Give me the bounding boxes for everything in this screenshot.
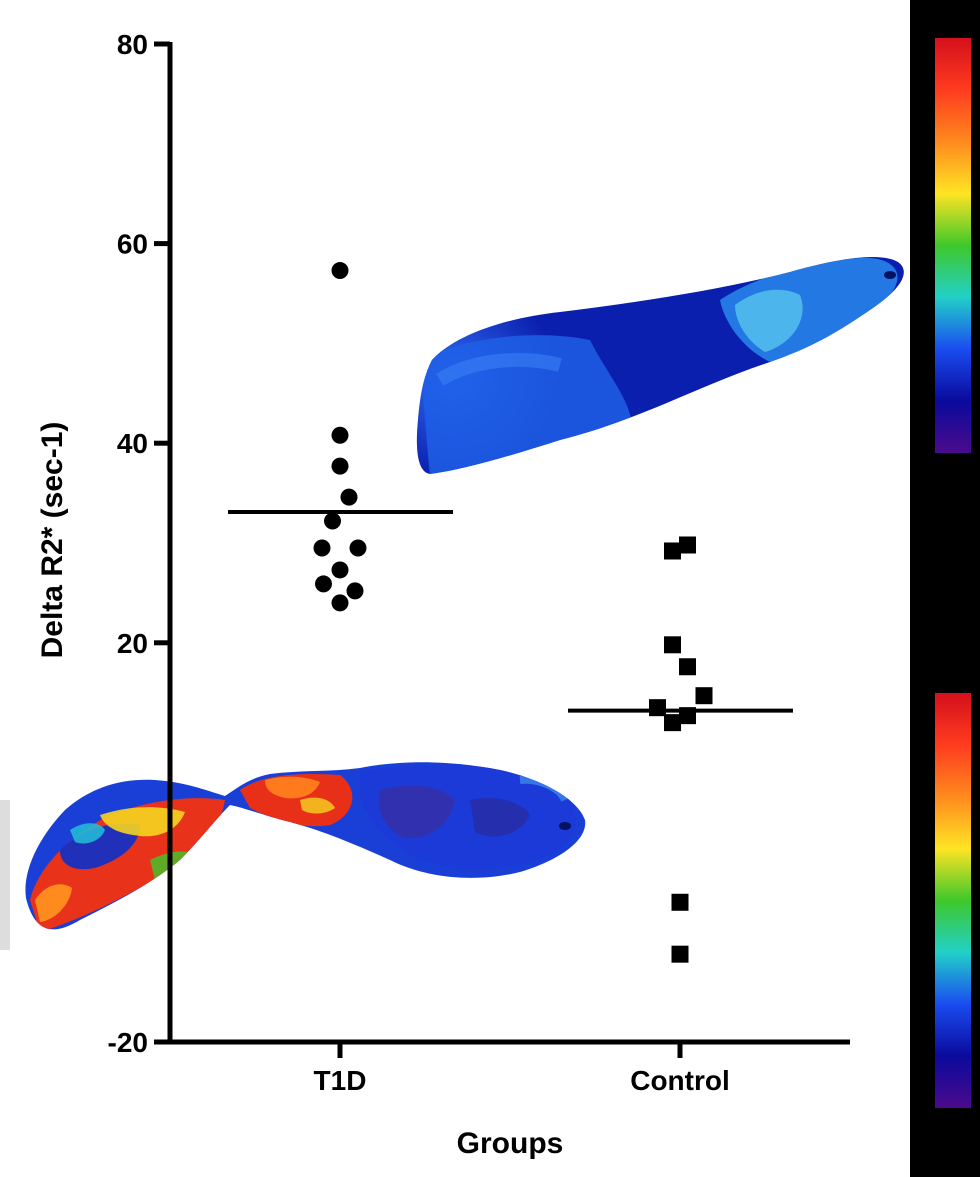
y-tick-label: 20 bbox=[117, 628, 148, 659]
y-tick-label: 80 bbox=[117, 29, 148, 60]
data-point-square bbox=[664, 542, 681, 560]
data-point-square bbox=[649, 699, 666, 717]
plot-panel bbox=[0, 0, 910, 1177]
frame-left-edge bbox=[0, 800, 10, 950]
data-point-square bbox=[671, 893, 689, 911]
data-point-circle bbox=[313, 539, 331, 557]
data-point-circle bbox=[331, 561, 349, 579]
data-point-circle bbox=[331, 457, 349, 475]
data-point-square bbox=[679, 707, 696, 725]
data-point-circle bbox=[331, 594, 349, 612]
x-axis-title: Groups bbox=[457, 1127, 564, 1160]
y-tick-label: 60 bbox=[117, 229, 148, 260]
x-tick-label: Control bbox=[630, 1065, 730, 1096]
data-point-circle bbox=[315, 575, 332, 593]
data-point-square bbox=[679, 536, 696, 554]
data-point-circle bbox=[324, 512, 341, 530]
data-point-square bbox=[679, 658, 696, 676]
data-point-square bbox=[664, 714, 681, 732]
data-point-circle bbox=[331, 262, 349, 280]
y-axis-title: Delta R2* (sec-1) bbox=[36, 422, 69, 659]
colorbar-upper bbox=[935, 38, 971, 453]
x-tick-label: T1D bbox=[314, 1065, 367, 1096]
data-point-circle bbox=[346, 582, 364, 600]
data-point-square bbox=[664, 636, 681, 654]
y-tick-label: 40 bbox=[117, 428, 148, 459]
data-point-circle bbox=[349, 539, 367, 557]
data-point-square bbox=[695, 687, 713, 705]
y-tick-label: -20 bbox=[108, 1027, 148, 1058]
data-point-circle bbox=[340, 488, 358, 506]
data-point-square bbox=[671, 945, 689, 963]
data-point-circle bbox=[331, 426, 349, 444]
colorbar-lower bbox=[935, 693, 971, 1108]
